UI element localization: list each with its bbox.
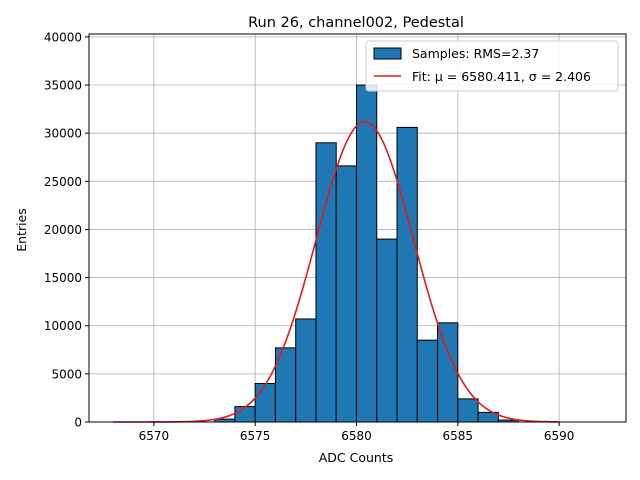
y-tick-label: 15000 [44,271,82,285]
legend-samples-swatch [373,47,402,60]
legend-samples-label: Samples: RMS=2.37 [412,46,539,61]
legend-box [365,40,619,92]
legend-fit-label: Fit: μ = 6580.411, σ = 2.406 [412,69,591,84]
histogram-bar [396,126,418,423]
y-tick-label: 5000 [51,367,82,381]
y-tick-label: 0 [74,416,82,430]
y-tick-label: 40000 [44,30,82,44]
y-axis-ticks: 0 5000 10000 15000 20000 25000 30000 35000 40000 [44,30,89,430]
y-tick-label: 30000 [44,127,82,141]
histogram-bar [416,339,439,423]
y-tick-label: 25000 [44,175,82,189]
x-tick-label: 6580 [341,429,372,443]
chart-title: Run 26, channel002, Pedestal [248,15,464,31]
y-axis-label: Entries [14,208,29,252]
y-tick-label: 35000 [44,79,82,93]
histogram-bar [315,142,337,423]
histogram-bar [376,238,398,423]
x-tick-label: 6570 [139,429,170,443]
plot-frame [88,33,627,423]
x-axis-label: ADC Counts [319,450,394,465]
histogram-bar [335,165,357,423]
x-tick-label: 6575 [240,429,271,443]
histogram-bar [234,406,256,423]
histogram-bar [355,84,378,423]
y-tick-label: 20000 [44,223,82,237]
histogram-bar [457,398,479,423]
x-tick-label: 6590 [544,429,575,443]
histogram-bar [437,322,459,423]
y-tick-label: 10000 [44,319,82,333]
histogram-bar [295,318,317,423]
legend: Samples: RMS=2.37 Fit: μ = 6580.411, σ =… [365,40,619,92]
x-tick-label: 6585 [443,429,474,443]
histogram-bar [254,382,276,423]
x-axis-ticks: 6570 6575 6580 6585 6590 [139,422,575,443]
histogram-bars [214,84,520,423]
